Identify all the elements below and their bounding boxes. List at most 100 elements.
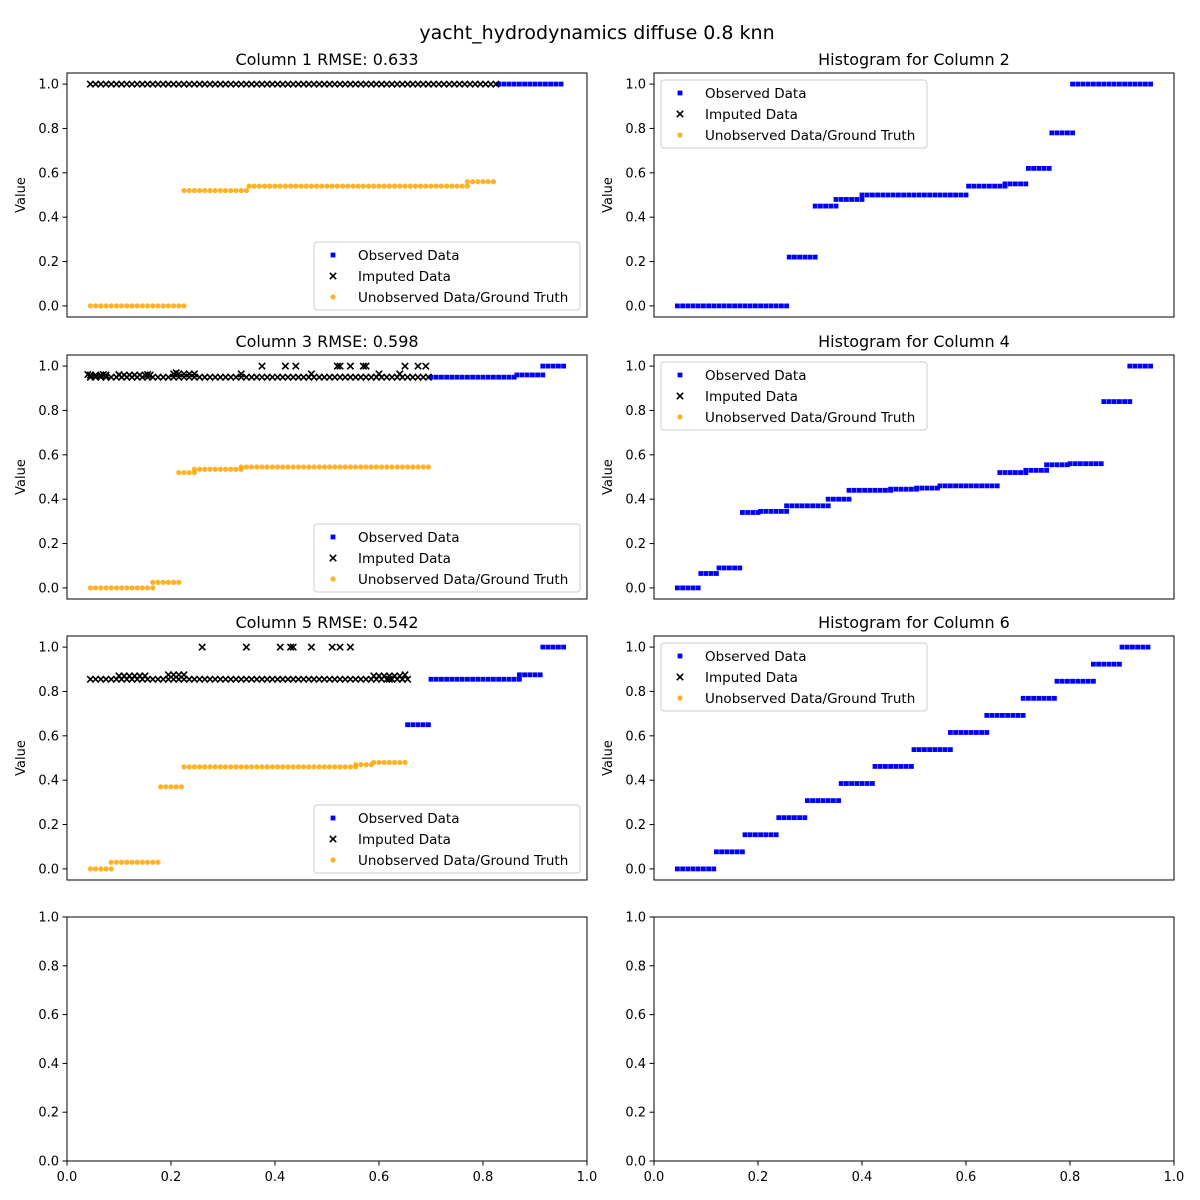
data-point [298,183,304,189]
data-point [857,487,862,493]
data-point [916,192,922,198]
figure-suptitle: yacht_hydrodynamics diffuse 0.8 knn [419,22,774,44]
data-point [779,303,784,309]
data-point [465,676,470,682]
data-point [685,866,691,872]
data-point [115,370,123,379]
data-point [428,676,434,682]
series-observed [428,363,566,380]
data-point [903,764,909,769]
data-point [327,764,333,770]
data-point [501,374,507,380]
y-tick-label: 1.0 [38,78,59,93]
data-point [420,722,426,728]
data-point [269,464,275,470]
data-point [492,80,500,88]
data-point [838,197,844,202]
data-point [724,849,730,855]
data-point [134,303,140,309]
data-point [911,192,917,198]
y-tick-label: 1.0 [38,641,59,656]
legend-item: Imputed Data [329,269,451,285]
data-point [864,781,870,786]
data-point [319,183,325,189]
data-point [753,303,758,309]
data-point [675,303,680,309]
data-point [517,672,522,678]
data-point [108,866,114,872]
data-point [1039,467,1044,473]
data-point [1023,181,1029,187]
subplot-title: Histogram for Column 2 [818,50,1010,69]
data-point [695,303,701,309]
y-tick-label: 0.8 [625,685,646,700]
data-point [145,859,151,865]
data-point [870,192,875,198]
y-tick-label: 0.6 [38,448,59,463]
data-point [207,764,213,770]
y-tick-label: 0.2 [625,255,646,270]
data-point [1132,363,1138,369]
data-point [1049,462,1055,468]
data-point [909,764,914,769]
data-point [243,187,249,194]
data-point [953,192,958,198]
data-point [386,759,392,766]
data-point [191,187,197,194]
data-point [1143,363,1148,369]
data-point [376,183,382,189]
legend-item: Observed Data [330,811,459,827]
data-point [459,183,465,189]
data-point [556,363,561,369]
data-point [254,764,260,770]
data-point [415,464,421,470]
data-point [841,496,847,502]
data-point [333,362,342,370]
data-point [922,192,927,198]
data-point [87,303,93,309]
legend-label: Imputed Data [358,832,451,848]
data-point [217,466,223,472]
data-point [854,781,860,786]
data-point [906,192,912,198]
data-point [1132,81,1138,87]
plot-area [675,363,1153,591]
data-point [275,764,281,770]
data-point [119,859,125,865]
data-point [810,503,815,509]
data-point [93,303,99,309]
data-point [414,362,422,370]
data-point [854,197,860,202]
data-point [540,363,546,369]
data-point [1026,695,1031,701]
data-point [1119,644,1125,650]
data-point [953,483,958,489]
data-point [994,713,1000,718]
y-tick-label: 0.2 [625,818,646,833]
data-point [786,254,792,260]
data-point [1041,165,1047,171]
data-point [519,372,525,378]
data-point [480,676,486,682]
plot-area [84,362,566,591]
data-point [773,832,779,838]
data-point [249,464,255,470]
data-point [919,485,925,491]
series-observed [675,81,1153,309]
data-point [994,483,1000,489]
legend-marker [677,372,683,378]
data-point [251,183,257,189]
data-point [553,81,559,87]
legend-label: Unobserved Data/Ground Truth [705,128,915,144]
y-tick-label: 0.8 [38,685,59,700]
axes-frame [66,354,588,600]
data-point [449,183,455,189]
data-point [301,764,307,770]
data-point [422,362,430,370]
data-point [202,466,208,472]
subplot-8: 0.0 0.2 0.4 0.6 0.8 1.0 0.0 0.2 0.4 0.6 0.8 1.0 [625,911,1184,1186]
y-tick-label: 0.0 [38,862,59,877]
data-point [836,798,841,803]
y-tick-label: 0.4 [625,211,646,226]
